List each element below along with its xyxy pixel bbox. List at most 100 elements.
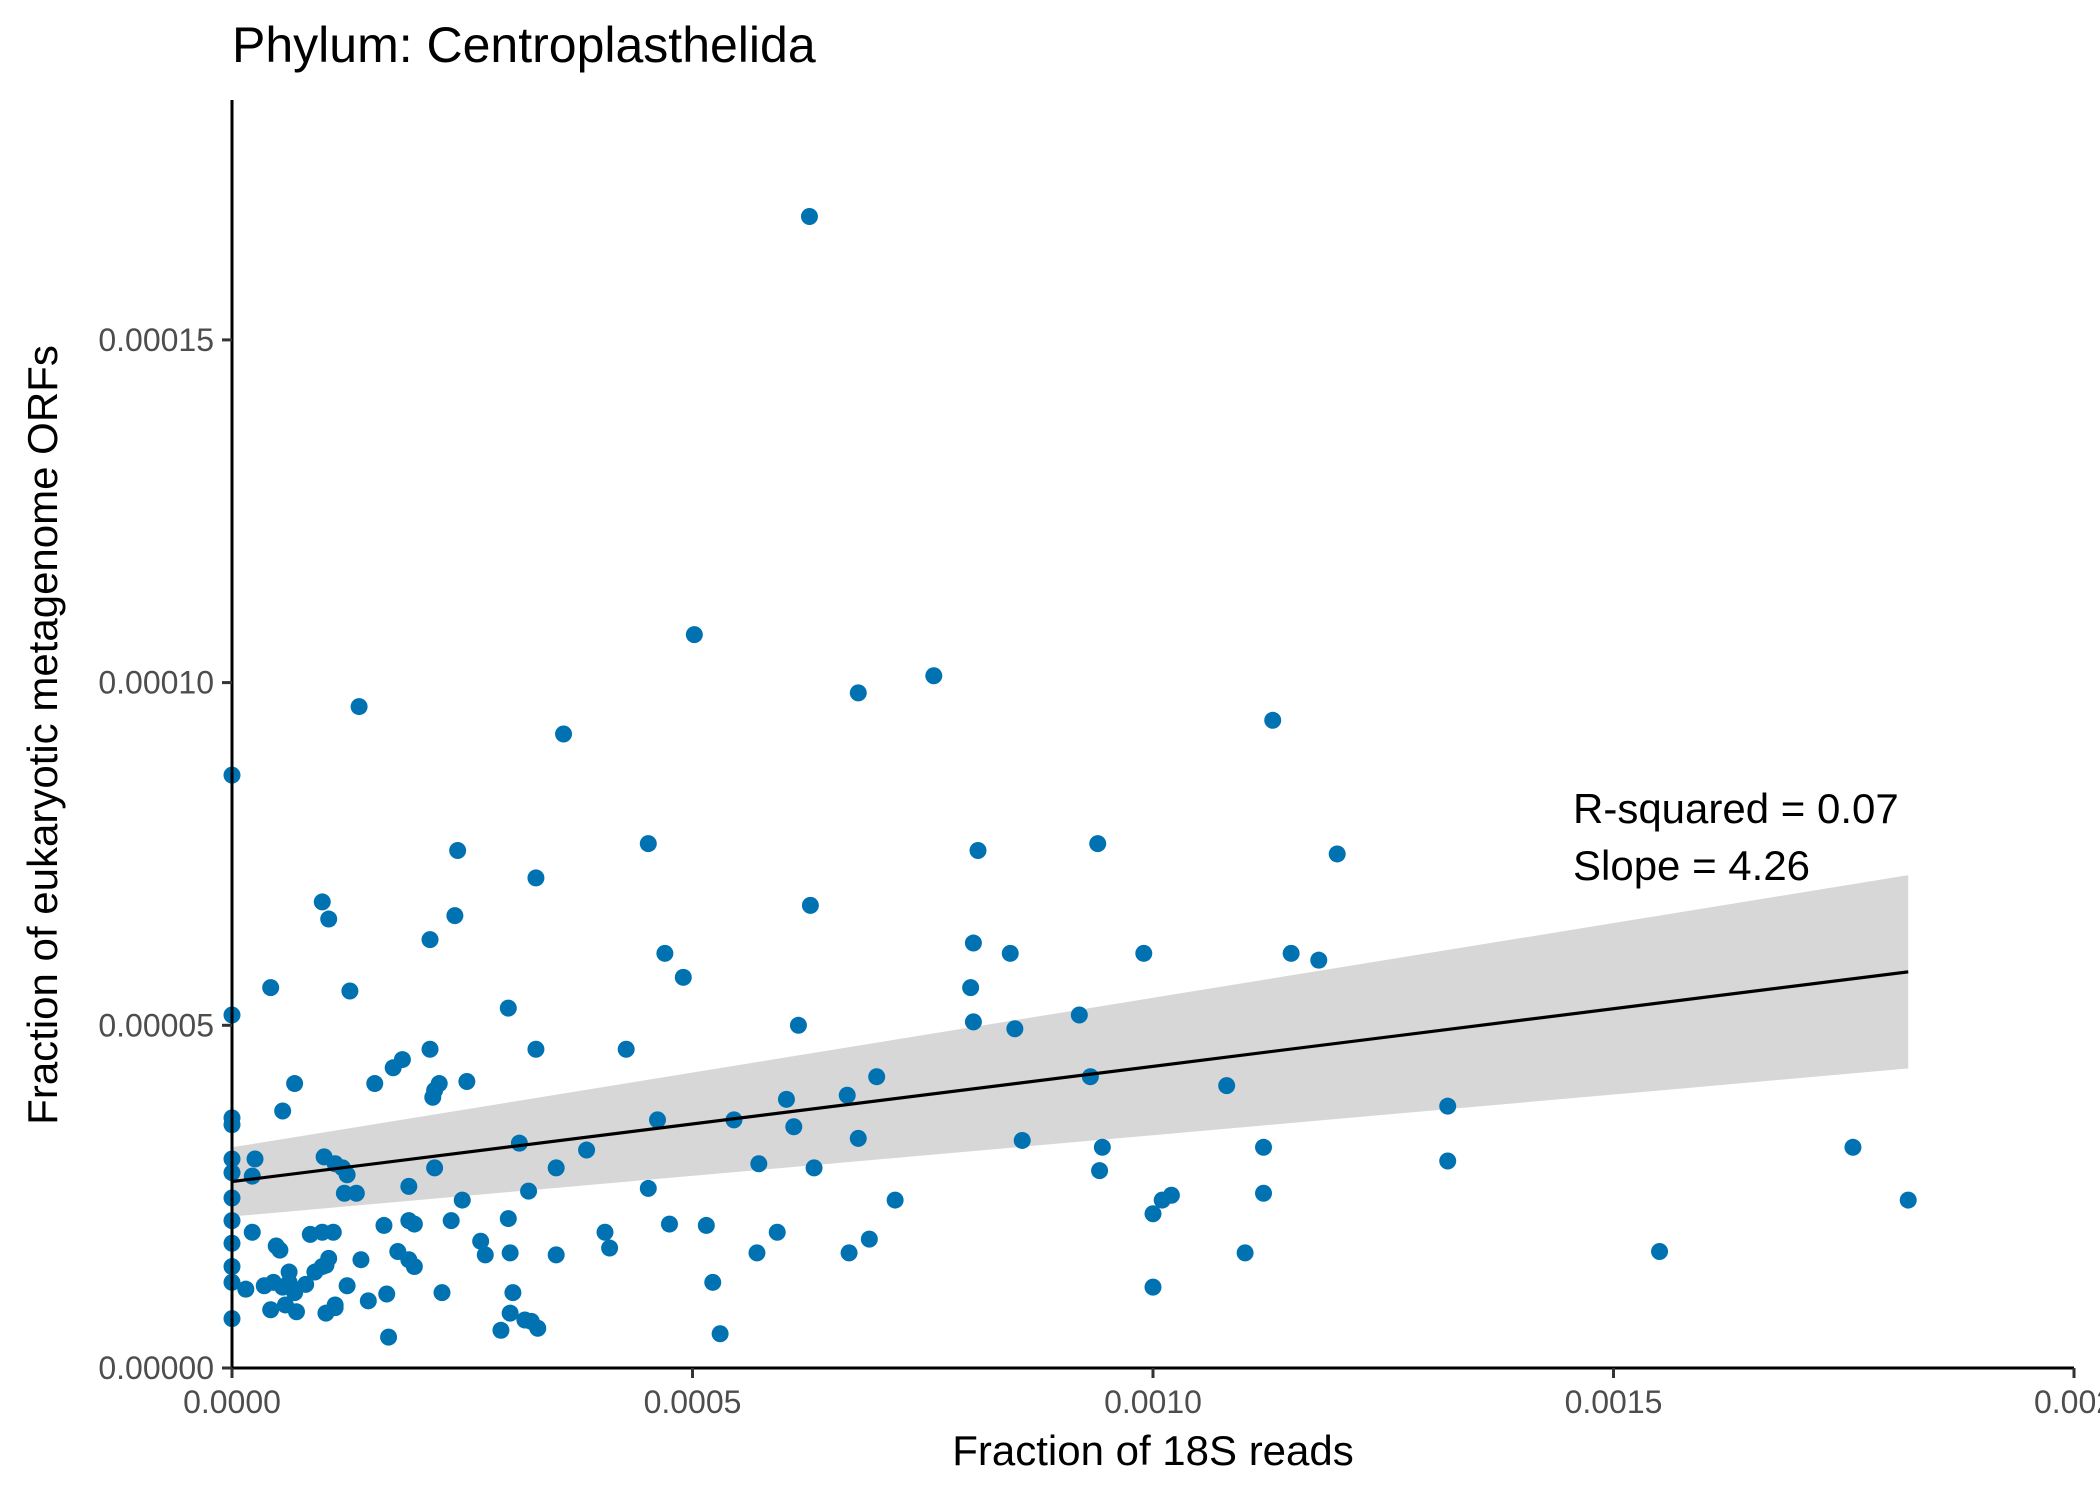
data-point bbox=[499, 1210, 517, 1228]
data-point bbox=[1093, 1138, 1111, 1156]
data-point bbox=[1310, 951, 1328, 969]
y-tick-label: 0.00010 bbox=[98, 665, 214, 701]
data-point bbox=[243, 1167, 261, 1185]
data-point bbox=[1144, 1278, 1162, 1296]
data-point bbox=[347, 1184, 365, 1202]
data-point bbox=[510, 1134, 528, 1152]
y-axis-ticks: 0.00000 0.00005 0.00010 0.00015 bbox=[98, 322, 232, 1386]
data-point bbox=[1135, 944, 1153, 962]
data-point bbox=[1844, 1138, 1862, 1156]
data-point bbox=[501, 1304, 519, 1322]
data-point bbox=[366, 1075, 384, 1093]
data-point bbox=[805, 1159, 823, 1177]
data-point bbox=[697, 1216, 715, 1234]
data-point bbox=[442, 1212, 460, 1230]
data-point bbox=[341, 982, 359, 1000]
data-point bbox=[501, 1244, 519, 1262]
data-point bbox=[1651, 1242, 1669, 1260]
data-point bbox=[380, 1328, 398, 1346]
data-point bbox=[596, 1223, 614, 1241]
data-point bbox=[237, 1280, 255, 1298]
data-point bbox=[527, 869, 545, 887]
data-point bbox=[338, 1277, 356, 1295]
data-point bbox=[458, 1073, 476, 1091]
data-point bbox=[649, 1111, 667, 1129]
data-point bbox=[547, 1159, 565, 1177]
x-tick-label: 0.0000 bbox=[183, 1384, 281, 1420]
data-point bbox=[375, 1216, 393, 1234]
data-point bbox=[1089, 835, 1107, 853]
regression-line bbox=[231, 970, 1909, 1184]
data-point bbox=[504, 1284, 522, 1302]
fit-line-layer bbox=[231, 970, 1909, 1184]
data-point bbox=[359, 1292, 377, 1310]
data-point bbox=[243, 1223, 261, 1241]
data-point bbox=[547, 1246, 565, 1264]
y-tick-label: 0.00005 bbox=[98, 1007, 214, 1043]
x-tick-label: 0.002 bbox=[2034, 1384, 2100, 1420]
data-point bbox=[246, 1150, 264, 1168]
data-point bbox=[1439, 1152, 1457, 1170]
data-point bbox=[324, 1223, 342, 1241]
data-point bbox=[287, 1303, 305, 1321]
data-point bbox=[352, 1251, 370, 1269]
x-tick-label: 0.0015 bbox=[1565, 1384, 1663, 1420]
data-point bbox=[338, 1166, 356, 1184]
data-point bbox=[271, 1241, 289, 1259]
y-tick-label: 0.00000 bbox=[98, 1350, 214, 1386]
data-point bbox=[262, 979, 280, 997]
data-point bbox=[527, 1040, 545, 1058]
data-point bbox=[656, 944, 674, 962]
chart-title: Phylum: Centroplasthelida bbox=[232, 17, 816, 73]
data-point bbox=[860, 1230, 878, 1248]
data-point bbox=[1081, 1068, 1099, 1086]
data-point bbox=[1070, 1006, 1088, 1024]
data-point bbox=[421, 931, 439, 949]
data-point bbox=[838, 1086, 856, 1104]
data-point bbox=[400, 1177, 418, 1195]
data-point bbox=[405, 1258, 423, 1276]
data-point bbox=[886, 1191, 904, 1209]
data-point bbox=[1439, 1097, 1457, 1115]
data-point bbox=[313, 893, 331, 911]
data-point bbox=[1006, 1020, 1024, 1038]
data-point bbox=[1218, 1077, 1236, 1095]
data-point bbox=[280, 1263, 298, 1281]
data-point bbox=[286, 1284, 304, 1302]
x-tick-label: 0.0010 bbox=[1104, 1384, 1202, 1420]
data-point bbox=[326, 1296, 344, 1314]
data-point bbox=[335, 1184, 353, 1202]
data-point bbox=[426, 1159, 444, 1177]
data-point bbox=[789, 1016, 807, 1034]
data-point bbox=[1255, 1138, 1273, 1156]
data-point bbox=[777, 1090, 795, 1108]
data-point bbox=[1255, 1184, 1273, 1202]
data-point bbox=[617, 1040, 635, 1058]
data-point bbox=[685, 626, 703, 644]
data-point bbox=[350, 698, 368, 716]
data-point bbox=[472, 1232, 490, 1250]
data-point bbox=[1162, 1186, 1180, 1204]
data-point bbox=[674, 968, 692, 986]
data-point bbox=[849, 1129, 867, 1147]
data-point bbox=[639, 1179, 657, 1197]
data-point bbox=[748, 1244, 766, 1262]
data-point bbox=[262, 1301, 280, 1319]
data-point bbox=[433, 1284, 451, 1302]
data-points-layer bbox=[223, 208, 1917, 1346]
data-point bbox=[639, 835, 657, 853]
data-point bbox=[529, 1319, 547, 1337]
data-point bbox=[964, 1013, 982, 1031]
data-point bbox=[449, 842, 467, 860]
data-point bbox=[1899, 1191, 1917, 1209]
x-axis-label: Fraction of 18S reads bbox=[952, 1427, 1354, 1474]
data-point bbox=[274, 1102, 292, 1120]
x-tick-label: 0.0005 bbox=[644, 1384, 742, 1420]
data-point bbox=[405, 1215, 423, 1233]
data-point bbox=[1264, 711, 1282, 729]
data-point bbox=[1091, 1162, 1109, 1180]
data-point bbox=[601, 1239, 619, 1257]
confidence-band bbox=[232, 875, 1909, 1217]
data-point bbox=[849, 684, 867, 702]
data-point bbox=[768, 1223, 786, 1241]
